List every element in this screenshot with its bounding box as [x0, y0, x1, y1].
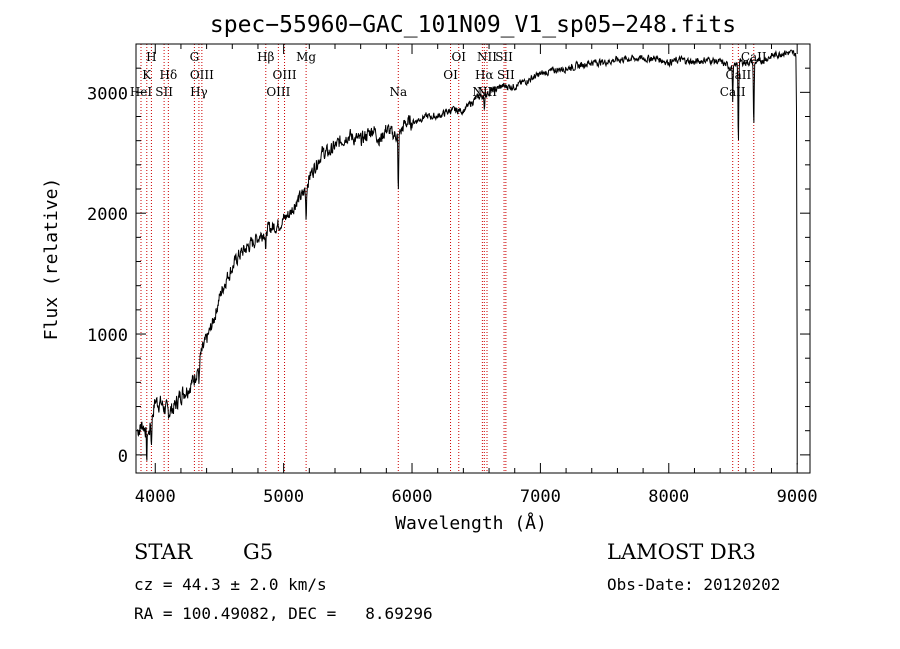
object-subclass: G5: [243, 540, 273, 564]
coordinates-text: RA = 100.49082, DEC = 8.69296: [134, 604, 433, 623]
spectral-line-label: H: [146, 50, 156, 64]
spectral-line-label: Hδ: [160, 68, 178, 82]
spectral-line-label: OIII: [190, 68, 214, 82]
spectral-line-label: SII: [497, 68, 515, 82]
observation-date: Obs-Date: 20120202: [607, 575, 780, 594]
spectral-line-label: G: [190, 50, 200, 64]
y-tick-label: 0: [118, 447, 128, 467]
object-class: STAR: [134, 540, 193, 564]
x-tick-label: 6000: [392, 487, 433, 507]
plot-frame: [135, 43, 811, 474]
spectral-line-label: K: [142, 68, 152, 82]
x-tick-label: 5000: [263, 487, 304, 507]
chart-title: spec−55960−GAC_101N09_V1_sp05−248.fits: [210, 12, 736, 38]
x-tick-label: 4000: [135, 487, 176, 507]
spectrum-line: [136, 49, 798, 465]
x-axis-label: Wavelength (Å): [395, 512, 547, 534]
spectral-line-label: SII: [155, 85, 173, 99]
spectral-line-label: OIII: [266, 85, 290, 99]
y-tick-label: 1000: [87, 326, 128, 346]
spectral-line-label: Hα: [475, 68, 494, 82]
spectral-line-label: Hγ: [190, 85, 208, 99]
axis-ticks: [136, 43, 810, 473]
spectral-line-label: NII: [477, 85, 497, 99]
redshift-text: cz = 44.3 ± 2.0 km/s: [134, 575, 327, 594]
x-tick-label: 9000: [777, 487, 818, 507]
y-axis-label: Flux (relative): [41, 178, 62, 341]
axis-tick-labels: 4000 5000 6000 7000 8000 9000 0 1000 2000 3000: [87, 84, 818, 507]
spectral-line-label: NII: [477, 50, 497, 64]
spectral-line-label: OI: [443, 68, 458, 82]
spectral-line-label: Hβ: [257, 50, 274, 64]
spectral-line-label: OIII: [273, 68, 297, 82]
info-panel: STAR G5 cz = 44.3 ± 2.0 km/s RA = 100.49…: [134, 540, 780, 623]
x-tick-label: 7000: [520, 487, 561, 507]
spectral-line-label: Na: [389, 85, 407, 99]
x-tick-label: 8000: [648, 487, 689, 507]
spectral-line-label: CaII: [725, 68, 751, 82]
spectral-line-label: OI: [451, 50, 466, 64]
spectral-line-label: SII: [495, 50, 513, 64]
y-tick-label: 3000: [87, 84, 128, 104]
survey-name: LAMOST DR3: [607, 540, 756, 564]
spectral-line-label: Mg: [296, 50, 316, 64]
spectral-lines-layer: [140, 44, 755, 473]
y-tick-label: 2000: [87, 205, 128, 225]
